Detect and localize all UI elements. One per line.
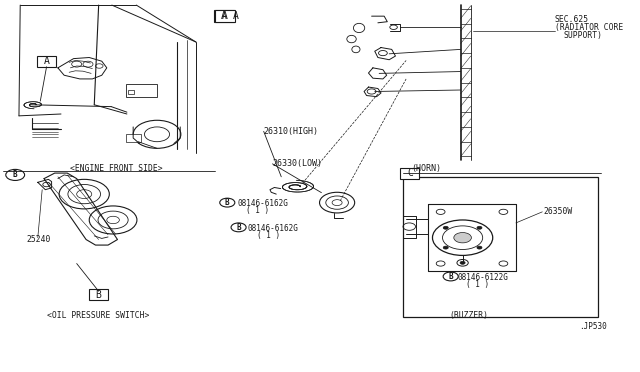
Text: A: A bbox=[222, 11, 228, 21]
Circle shape bbox=[454, 232, 472, 243]
Circle shape bbox=[444, 246, 448, 249]
Text: B: B bbox=[225, 198, 230, 207]
Circle shape bbox=[477, 226, 482, 229]
Bar bbox=[128, 90, 134, 94]
Text: SUPPORT): SUPPORT) bbox=[563, 31, 602, 40]
Bar bbox=[401, 167, 419, 179]
Circle shape bbox=[460, 261, 465, 264]
Bar bbox=[125, 84, 157, 97]
Text: B: B bbox=[96, 290, 102, 300]
Text: B: B bbox=[449, 272, 453, 281]
Bar bbox=[403, 177, 598, 317]
Bar bbox=[89, 289, 108, 301]
Text: 08146-6162G: 08146-6162G bbox=[237, 199, 288, 208]
Circle shape bbox=[444, 226, 448, 229]
Text: 26310(HIGH): 26310(HIGH) bbox=[264, 127, 319, 136]
Text: 26350W: 26350W bbox=[543, 207, 573, 217]
Text: <OIL PRESSURE SWITCH>: <OIL PRESSURE SWITCH> bbox=[47, 311, 150, 320]
Text: .JP530: .JP530 bbox=[579, 322, 607, 331]
Text: ( 1 ): ( 1 ) bbox=[246, 206, 269, 215]
Bar bbox=[215, 10, 235, 22]
Text: <ENGINE FRONT SIDE>: <ENGINE FRONT SIDE> bbox=[70, 164, 163, 173]
Text: ( 1 ): ( 1 ) bbox=[257, 231, 280, 240]
Text: ( 1 ): ( 1 ) bbox=[466, 280, 489, 289]
Text: 25240: 25240 bbox=[26, 235, 51, 244]
Text: A: A bbox=[233, 11, 239, 21]
Text: (RADIATOR CORE: (RADIATOR CORE bbox=[555, 23, 623, 32]
Bar bbox=[37, 56, 56, 67]
Circle shape bbox=[477, 246, 482, 249]
Text: 08146-6122G: 08146-6122G bbox=[458, 273, 508, 282]
Text: C: C bbox=[407, 168, 413, 178]
Text: SEC.625: SEC.625 bbox=[555, 15, 589, 23]
Text: (HORN): (HORN) bbox=[411, 164, 441, 173]
Bar bbox=[125, 134, 141, 142]
Bar bbox=[214, 10, 234, 22]
Text: 26330(LOW): 26330(LOW) bbox=[273, 159, 323, 169]
Text: (BUZZER): (BUZZER) bbox=[449, 311, 488, 320]
Text: 08146-6162G: 08146-6162G bbox=[248, 224, 299, 233]
Text: A: A bbox=[221, 11, 227, 21]
Text: A: A bbox=[44, 56, 49, 66]
Text: B: B bbox=[13, 170, 17, 179]
Text: B: B bbox=[236, 223, 241, 232]
